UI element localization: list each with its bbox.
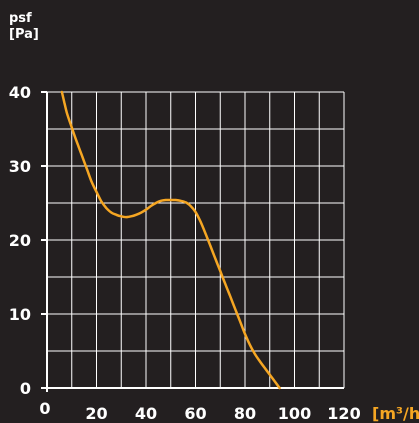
x-tick-label: 40 [135,404,157,423]
x-tick-label: 20 [85,404,107,423]
tick-labels: 0 10 20 30 40 0 20 40 60 80 100 120 [9,83,361,423]
y-axis-label-symbol: psf [9,11,32,26]
axes [41,91,344,392]
series [60,90,281,390]
x-tick-label: 0 [39,399,50,418]
x-tick-label: 80 [234,404,256,423]
x-axis-label-unit: [m³/h] [372,404,419,423]
y-tick-label: 0 [20,379,31,398]
y-tick-label: 30 [9,157,31,176]
y-axis-label-unit: [Pa] [9,27,39,42]
y-tick-label: 10 [9,305,31,324]
y-tick-label: 20 [9,231,31,250]
series-line [60,90,281,390]
grid [47,91,345,388]
x-tick-label: 120 [327,404,360,423]
y-tick-label: 40 [9,83,31,102]
x-tick-label: 60 [184,404,206,423]
x-tick-label: 100 [278,404,311,423]
